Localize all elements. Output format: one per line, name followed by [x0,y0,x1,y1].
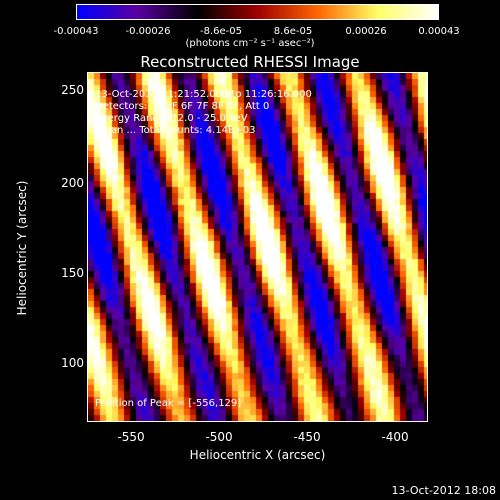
x-tick-label: -450 [293,430,321,444]
y-tick-label: 200 [61,176,84,190]
x-axis-label: Heliocentric X (arcsec) [189,448,326,462]
colorbar-units: (photons cm⁻² s⁻¹ asec⁻²) [185,38,315,49]
info-time-range: 13-Oct-2012 11:21:52.000 to 11:26:16.000 [95,89,312,100]
info-peak-position: Position of Peak = [-556,129] [95,398,242,409]
x-tick-label: -500 [205,430,233,444]
colorbar-tick: 0.00043 [418,26,460,37]
x-tick-label: -400 [381,430,409,444]
image-title: Reconstructed RHESSI Image [140,53,360,71]
y-tick-label: 250 [61,83,84,97]
y-tick-label: 150 [61,266,84,280]
info-detectors: Detectors: 3F 5F 6F 7F 8F 9F, Att 0 [95,101,270,112]
plot-frame [87,72,428,422]
colorbar-tick: -0.00026 [125,26,171,37]
colorbar-tick: -8.6e-05 [200,26,242,37]
footer-date: 13-Oct-2012 18:08 [391,484,496,497]
x-tick-label: -550 [117,430,145,444]
info-counts: Clean ... Total counts: 4.14E+03 [95,125,256,136]
colorbar-tick: -0.00043 [53,26,99,37]
colorbar [76,4,439,20]
colorbar-tick: 8.6e-05 [273,26,313,37]
rhessi-image [88,73,427,421]
info-energy-range: Energy Range: 12.0 - 25.0 keV [95,113,248,124]
y-tick-label: 100 [61,356,84,370]
colorbar-tick: 0.00026 [345,26,387,37]
y-axis-label: Heliocentric Y (arcsec) [15,180,29,316]
